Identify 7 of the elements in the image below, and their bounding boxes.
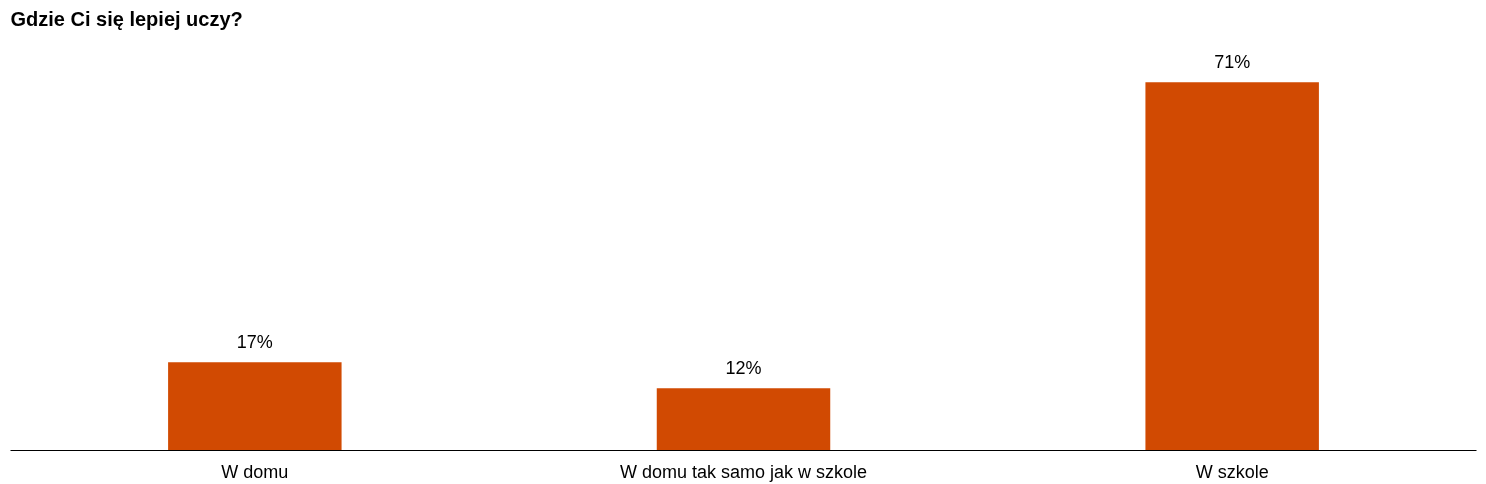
- chart-title: Gdzie Ci się lepiej uczy?: [10, 7, 243, 30]
- x-tick-label: W domu: [221, 461, 289, 482]
- x-tick-label: W szkole: [1195, 461, 1269, 482]
- data-label: 17%: [236, 332, 273, 353]
- data-label: 71%: [1214, 52, 1251, 73]
- data-label: 12%: [725, 358, 762, 379]
- x-tick-label: W domu tak samo jak w szkole: [619, 461, 868, 482]
